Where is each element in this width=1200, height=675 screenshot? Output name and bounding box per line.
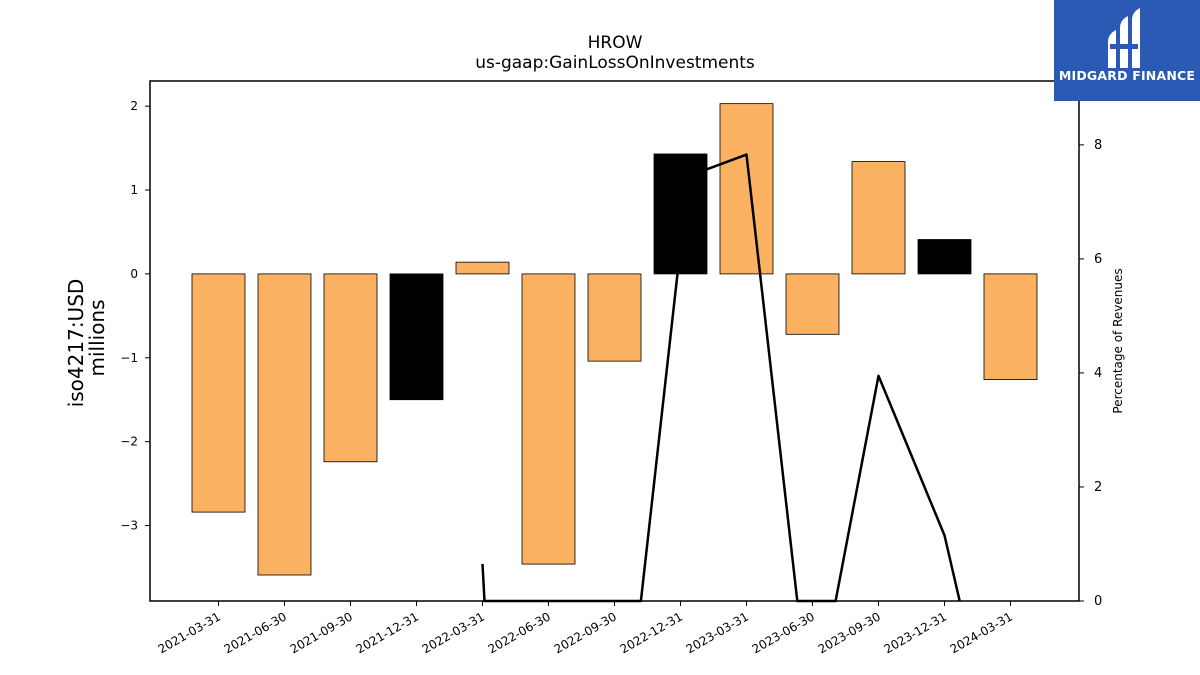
x-tick-label: 2023-03-31 [684,609,751,656]
logo-mark-icon [1108,8,1140,68]
x-tick-label: 2024-03-31 [948,609,1015,656]
bar [851,161,906,275]
bar [983,273,1038,380]
x-tick-label: 2021-06-30 [222,609,289,656]
bar [323,273,378,463]
midgard-finance-logo: MIDGARD FINANCE [1054,0,1200,101]
x-tick-label: 2021-09-30 [288,609,355,656]
bar [719,103,774,275]
y-axis-label-line2: millions [85,299,109,376]
y-axis-label-line1: iso4217:USD [64,279,88,408]
y2-tick-label: 4 [1094,366,1102,381]
bar [917,239,972,275]
plot-frame [149,80,1080,602]
y-tick-label: 0 [130,267,138,281]
bar [191,273,246,513]
y2-tick-label: 8 [1094,138,1102,153]
y-tick-label: −3 [120,519,138,533]
x-tick-label: 2022-03-31 [420,609,487,656]
bar [389,273,444,401]
bar [587,273,642,362]
bar [785,273,840,335]
x-tick-label: 2023-12-31 [882,609,949,656]
x-tick-label: 2021-12-31 [354,609,421,656]
logo-text: MIDGARD FINANCE [1058,68,1196,83]
y-tick-label: −1 [120,351,138,365]
x-tick-label: 2022-12-31 [618,609,685,656]
x-tick-label: 2022-06-30 [486,609,553,656]
chart-title: HROW [588,33,643,53]
x-tick-label: 2022-09-30 [552,609,619,656]
bar [257,273,312,576]
y2-tick-label: 2 [1094,480,1102,495]
y2-tick-label: 6 [1094,252,1102,267]
y2-axis-label: Percentage of Revenues [1111,268,1125,413]
y-tick-label: 2 [130,99,138,113]
y-tick-label: 1 [130,183,138,197]
y-tick-label: −2 [120,435,138,449]
bar [455,261,510,275]
y2-tick-label: 0 [1094,594,1102,609]
x-tick-label: 2023-09-30 [816,609,883,656]
x-tick-label: 2023-06-30 [750,609,817,656]
chart-subtitle: us-gaap:GainLossOnInvestments [475,53,755,73]
x-tick-label: 2021-03-31 [156,609,223,656]
bar [521,273,576,565]
